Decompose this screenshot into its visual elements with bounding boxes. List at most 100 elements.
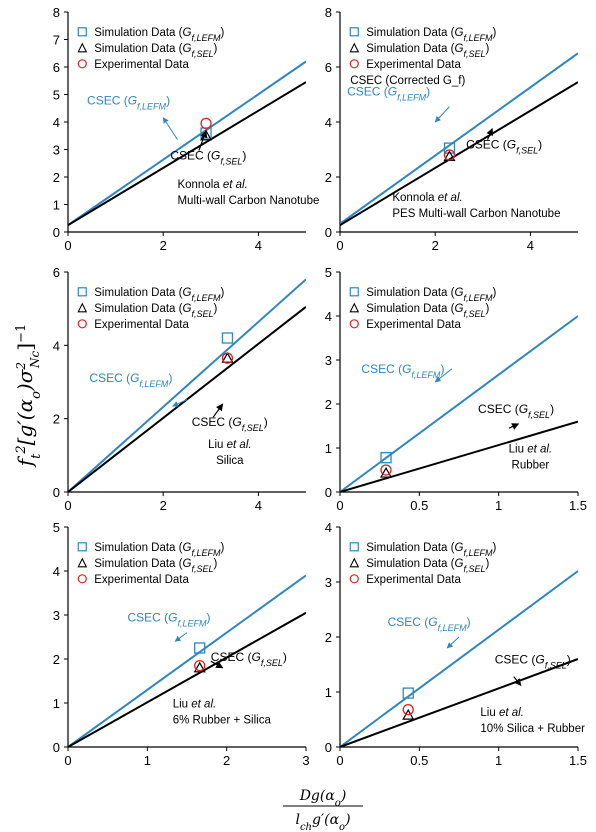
line-lefm [68,60,306,226]
y-tick-label: 5 [53,520,60,535]
y-tick-label: 2 [53,412,60,427]
x-tick-label: 0 [336,498,343,513]
sim-sel-point [379,466,393,478]
label-sel: CSEC (Gf,SEL) [466,137,542,155]
arrow-sel [513,676,522,686]
legend-triangle-icon [349,557,360,568]
y-tick-label: 5 [325,265,332,280]
legend-entry: Experimental Data [366,59,461,71]
arrow-sel [212,403,224,418]
x-tick-label: 4 [527,238,534,253]
y-tick-label: 5 [53,88,60,103]
y-axis-label: ft2[g′(αo)σ2Nc]−1 [13,324,44,469]
legend: Simulation Data (Gf,LEFM)Simulation Data… [349,542,496,586]
legend-entry: Simulation Data (Gf,LEFM) [366,542,496,558]
legend-entry: CSEC (Corrected G_f) [350,75,465,87]
plot-area [340,315,578,492]
experimental-point [221,352,234,364]
y-tick-label: 6 [53,265,60,280]
x-tick-label: 1 [495,753,502,768]
annotation: Silica [216,455,244,467]
x-tick-label: 1.5 [569,498,587,513]
legend-entry: Simulation Data (Gf,SEL) [366,558,489,574]
y-tick-label: 4 [325,309,332,324]
experimental-point [402,703,414,716]
y-tick-label: 0 [53,740,60,755]
legend: Simulation Data (Gf,LEFM)Simulation Data… [349,27,496,87]
y-tick-label: 1 [325,441,332,456]
x-tick-label: 0 [64,753,71,768]
legend-entry: Simulation Data (Gf,LEFM) [94,27,224,43]
annotation: Liu et al. [480,707,523,719]
x-tick-label: 0.5 [410,753,428,768]
x-tick-label: 0 [64,238,71,253]
arrow-sel [210,660,224,669]
line-sel [68,81,306,226]
y-tick-label: 2 [53,652,60,667]
sim-lefm-point [443,142,456,154]
annotation: Multi-wall Carbon Nanotube [177,195,319,207]
annotation: Liu et al. [509,443,552,455]
y-tick-label: 0 [325,485,332,500]
y-tick-label: 4 [53,338,60,353]
x-tick-label: 1 [495,498,502,513]
y-tick-label: 1 [325,685,332,700]
x-tick-label: 0 [64,498,71,513]
x-axis-label-numerator: Dg(αo) [299,788,347,809]
y-tick-label: 0 [325,225,332,240]
arrow-sel [198,130,208,151]
label-sel: CSEC (Gf,SEL) [478,402,554,420]
x-tick-label: 2 [160,498,167,513]
legend-square-icon [77,287,87,297]
legend-entry: Experimental Data [366,574,461,586]
line-sel [340,658,578,747]
legend-entry: Simulation Data (Gf,LEFM) [94,287,224,303]
legend-entry: Experimental Data [94,319,189,331]
line-lefm [68,574,306,747]
legend-entry: Simulation Data (Gf,LEFM) [366,287,496,303]
y-tick-label: 3 [325,575,332,590]
x-tick-label: 3 [302,753,309,768]
label-sel: CSEC (Gf,SEL) [170,148,246,166]
legend-entry: Simulation Data (Gf,SEL) [94,303,217,319]
sim-lefm-point [402,687,414,699]
y-tick-label: 4 [53,564,60,579]
arrow-sel [508,423,520,430]
y-tick-label: 6 [53,60,60,75]
legend-circle-icon [349,319,359,329]
legend-entry: Simulation Data (Gf,SEL) [94,43,217,59]
legend: Simulation Data (Gf,LEFM)Simulation Data… [349,287,496,331]
label-lefm: CSEC (Gf,LEFM) [361,362,444,380]
y-tick-label: 8 [53,5,60,20]
legend-square-icon [349,287,359,297]
line-lefm [68,278,306,492]
legend-entry: Simulation Data (Gf,SEL) [366,43,489,59]
line-sel [340,81,578,226]
legend-circle-icon [77,574,87,584]
label-lefm: CSEC (Gf,LEFM) [89,371,172,389]
y-tick-label: 6 [325,60,332,75]
x-tick-label: 0 [336,238,343,253]
legend: Simulation Data (Gf,LEFM)Simulation Data… [77,287,224,331]
line-lefm [340,570,578,747]
line-lefm [340,315,578,492]
label-sel: CSEC (Gf,SEL) [495,652,571,670]
plot-area [68,278,306,492]
sim-lefm-point [194,642,206,654]
x-tick-label: 4 [255,498,262,513]
y-tick-label: 3 [53,143,60,158]
y-tick-label: 2 [53,170,60,185]
arrow-lefm [434,368,453,383]
y-tick-label: 2 [325,630,332,645]
annotation: 10% Silica + Rubber [480,723,585,735]
y-tick-label: 3 [325,353,332,368]
legend-triangle-icon [77,42,88,53]
annotation: Konnola et al. [392,192,462,204]
x-axis-label-denominator: lchg′(αo) [295,812,350,832]
y-tick-label: 0 [53,485,60,500]
sim-lefm-point [380,452,392,464]
label-lefm: CSEC (Gf,LEFM) [388,615,471,633]
panel-6: 0 0.5 1 1.5 0 1 2 3 4 Simulation Data (Gf,LEFM)Si… [325,520,587,768]
line-sel [68,611,306,747]
